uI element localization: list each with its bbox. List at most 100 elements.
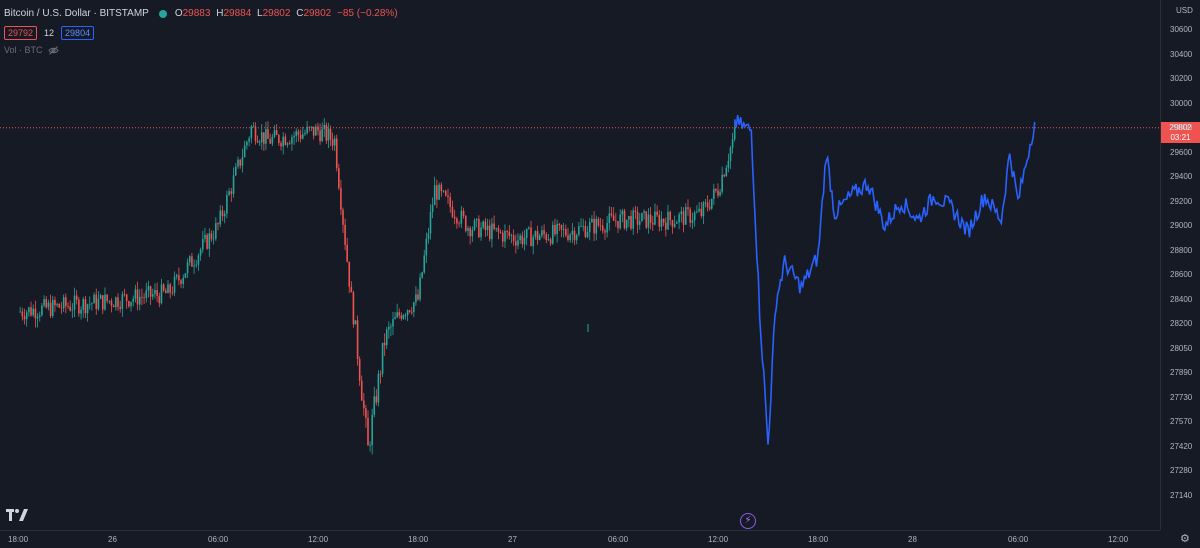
candle-body: [365, 408, 367, 418]
time-axis[interactable]: [0, 530, 1160, 548]
candle-body: [591, 218, 593, 223]
candle-body: [375, 396, 378, 403]
candle-body: [421, 272, 423, 278]
candle-body: [425, 238, 428, 256]
candle-body: [267, 129, 269, 139]
candle-body: [630, 216, 632, 229]
candle-body: [501, 232, 504, 242]
candle-body: [565, 229, 567, 236]
candle-body: [28, 307, 30, 313]
candle-body: [519, 235, 521, 241]
candle-body: [578, 226, 580, 235]
candle-body: [517, 240, 519, 246]
candle-body: [95, 294, 98, 309]
candle-body: [56, 303, 58, 306]
candle-body: [451, 206, 454, 217]
price-tick-label: 28600: [1170, 270, 1193, 279]
candle-body: [269, 138, 271, 144]
candle-body: [215, 223, 217, 239]
candle-body: [721, 175, 723, 192]
candle-body: [167, 284, 169, 294]
candle-body: [154, 290, 156, 295]
candle-body: [402, 315, 405, 319]
candle-body: [212, 238, 215, 240]
candle-body: [108, 300, 111, 302]
candle-body: [356, 320, 359, 360]
price-line-series: [733, 114, 1036, 445]
candle-body: [38, 315, 41, 317]
plot-area[interactable]: [0, 0, 1160, 530]
candle-body: [358, 359, 361, 381]
candle-body: [385, 329, 388, 346]
candle-body: [32, 308, 35, 316]
candle-body: [394, 317, 396, 320]
candle-body: [641, 213, 643, 222]
candle-body: [204, 234, 206, 239]
candle-body: [184, 273, 187, 278]
price-axis[interactable]: [1160, 0, 1200, 530]
price-tick-label: 29800: [1170, 123, 1193, 132]
candle-body: [263, 132, 265, 144]
candle-body: [632, 210, 635, 229]
candle-body: [436, 185, 438, 200]
candle-body: [628, 216, 630, 220]
candle-body: [25, 312, 28, 320]
candle-body: [727, 160, 730, 168]
candle-body: [41, 305, 43, 316]
candle-body: [471, 229, 474, 237]
candle-body: [528, 227, 530, 229]
gear-icon[interactable]: ⚙: [1180, 533, 1190, 545]
candle-body: [312, 126, 315, 136]
candle-body: [338, 168, 340, 189]
candle-body: [396, 312, 398, 318]
candle-body: [360, 380, 363, 401]
eye-off-icon[interactable]: [47, 45, 59, 55]
candle-body: [475, 218, 478, 221]
candle-body: [687, 207, 689, 210]
candle-body: [610, 213, 613, 216]
candle-body: [30, 307, 32, 316]
change-value: −85 (−0.28%): [337, 8, 398, 19]
candle-body: [486, 225, 489, 231]
bid-price[interactable]: 29792: [4, 26, 38, 40]
candle-body: [82, 299, 85, 310]
candle-body: [723, 175, 726, 177]
candle-body: [250, 126, 253, 139]
candle-body: [342, 209, 344, 225]
candle-body: [400, 315, 403, 319]
currency-label[interactable]: USD: [1176, 6, 1193, 15]
candle-body: [453, 216, 456, 219]
candle-body: [593, 218, 595, 234]
candle-body: [260, 132, 263, 143]
candle-body: [645, 211, 648, 228]
candle-body: [495, 227, 498, 229]
candle-body: [178, 275, 180, 281]
candle-body: [223, 213, 226, 217]
candle-body: [254, 126, 257, 141]
candle-body: [619, 214, 621, 229]
lightning-icon[interactable]: ⚡: [740, 513, 756, 529]
market-status-icon[interactable]: [158, 9, 167, 18]
ask-price[interactable]: 29804: [61, 26, 95, 40]
candle-body: [123, 294, 126, 296]
candle-body: [658, 215, 661, 227]
tradingview-logo-icon[interactable]: [6, 508, 28, 522]
candle-body: [363, 400, 365, 409]
time-tick-label: 06:00: [208, 535, 229, 544]
candle-body: [696, 211, 698, 213]
candle-body: [110, 300, 113, 306]
close-value: 29802: [303, 8, 332, 19]
candle-body: [442, 190, 445, 192]
candle-body: [601, 225, 604, 231]
candle-body: [390, 326, 392, 328]
candle-body: [208, 233, 211, 249]
symbol-title[interactable]: Bitcoin / U.S. Dollar · BITSTAMP: [4, 8, 149, 19]
price-tick-label: 28800: [1170, 245, 1193, 255]
candle-body: [710, 198, 713, 209]
candle-body: [265, 129, 267, 144]
candle-body: [293, 135, 295, 138]
candle-body: [45, 299, 48, 308]
volume-indicator-legend[interactable]: Vol · BTC: [4, 45, 59, 55]
symbol-legend[interactable]: Bitcoin / U.S. Dollar · BITSTAMP O29883 …: [4, 8, 401, 19]
candle-body: [121, 294, 124, 309]
